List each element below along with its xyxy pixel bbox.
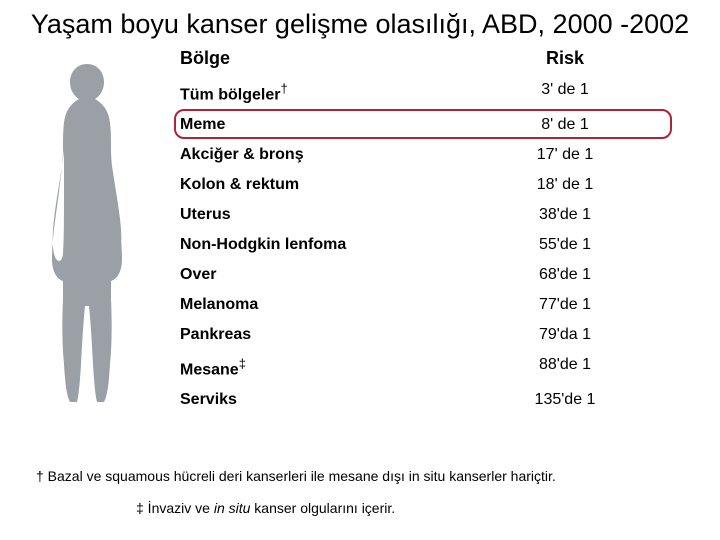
table-row: Melanoma77'de 1	[180, 290, 660, 320]
table-row: Akciğer & bronş17' de 1	[180, 140, 660, 170]
table-row: Serviks135'de 1	[180, 385, 660, 415]
table-row: Kolon & rektum18' de 1	[180, 170, 660, 200]
risk-cell: 18' de 1	[470, 176, 660, 194]
region-cell: Pankreas	[180, 326, 470, 344]
footnote2-italic: in situ	[214, 500, 251, 516]
risk-cell: 88'de 1	[470, 356, 660, 379]
risk-table: Bölge Risk Tüm bölgeler†3' de 1Meme8' de…	[180, 46, 660, 416]
dagger-mark: †	[280, 81, 287, 96]
table-row: Tüm bölgeler†3' de 1	[180, 75, 660, 110]
risk-cell: 17' de 1	[470, 146, 660, 164]
risk-cell: 8' de 1	[470, 116, 660, 134]
region-cell: Kolon & rektum	[180, 176, 470, 194]
header-region: Bölge	[180, 48, 470, 69]
table-row: Non-Hodgkin lenfoma55'de 1	[180, 230, 660, 260]
region-cell: Melanoma	[180, 296, 470, 314]
region-cell: Over	[180, 266, 470, 284]
table-row: Meme8' de 1	[180, 110, 660, 140]
risk-cell: 3' de 1	[470, 81, 660, 104]
region-cell: Uterus	[180, 206, 470, 224]
table-row: Over68'de 1	[180, 260, 660, 290]
region-cell: Meme	[180, 116, 470, 134]
table-header-row: Bölge Risk	[180, 46, 660, 75]
region-cell: Tüm bölgeler†	[180, 81, 470, 104]
footnote2-pre: ‡ İnvaziv ve	[136, 500, 214, 516]
slide-title: Yaşam boyu kanser gelişme olasılığı, ABD…	[0, 0, 720, 46]
footnotes: † Bazal ve squamous hücreli deri kanserl…	[0, 468, 720, 516]
header-risk: Risk	[470, 48, 660, 69]
region-cell: Non-Hodgkin lenfoma	[180, 236, 470, 254]
content-area: Bölge Risk Tüm bölgeler†3' de 1Meme8' de…	[0, 46, 720, 416]
risk-cell: 38'de 1	[470, 206, 660, 224]
table-body: Tüm bölgeler†3' de 1Meme8' de 1Akciğer &…	[180, 75, 660, 416]
table-row: Pankreas79'da 1	[180, 320, 660, 350]
footnote2-post: kanser olgularını içerir.	[250, 500, 395, 516]
risk-cell: 68'de 1	[470, 266, 660, 284]
region-cell: Mesane‡	[180, 356, 470, 379]
region-cell: Akciğer & bronş	[180, 146, 470, 164]
region-cell: Serviks	[180, 391, 470, 409]
footnote-dagger: † Bazal ve squamous hücreli deri kanserl…	[36, 468, 684, 484]
dagger-mark: ‡	[239, 356, 246, 371]
risk-cell: 77'de 1	[470, 296, 660, 314]
risk-cell: 79'da 1	[470, 326, 660, 344]
female-silhouette-icon	[42, 64, 132, 404]
footnote-double-dagger: ‡ İnvaziv ve in situ kanser olgularını i…	[136, 500, 684, 516]
risk-cell: 55'de 1	[470, 236, 660, 254]
table-row: Mesane‡88'de 1	[180, 350, 660, 385]
table-row: Uterus38'de 1	[180, 200, 660, 230]
risk-cell: 135'de 1	[470, 391, 660, 409]
